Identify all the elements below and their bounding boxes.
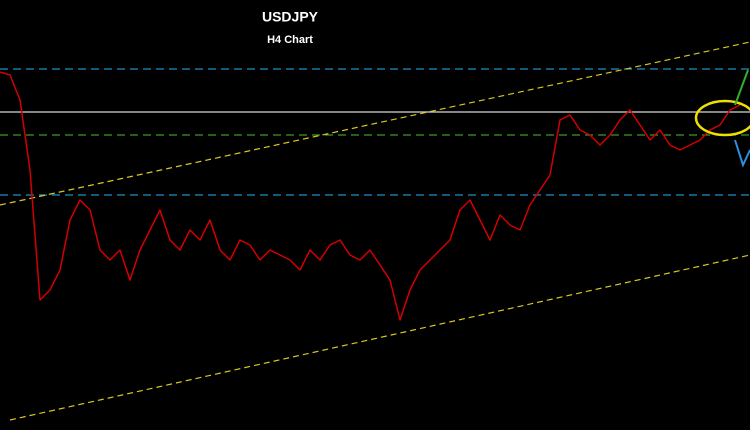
trendline xyxy=(9,254,750,421)
down-arrow xyxy=(734,139,750,168)
price-line xyxy=(0,71,741,321)
trendline xyxy=(0,41,750,206)
up-arrow xyxy=(734,69,749,106)
highlight-ellipse xyxy=(694,99,750,137)
chart-title: USDJPY xyxy=(262,9,319,25)
levels xyxy=(0,68,750,196)
chart-subtitle: H4 Chart xyxy=(267,34,313,46)
plot xyxy=(0,71,741,321)
